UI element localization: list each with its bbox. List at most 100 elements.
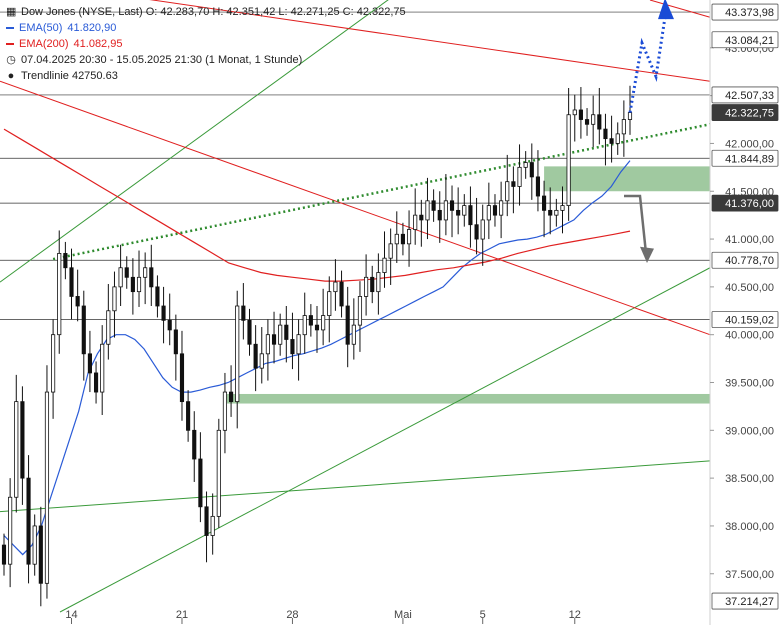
- legend-instrument-text: Dow Jones (NYSE, Last) O: 42.283,70 H: 4…: [21, 6, 406, 18]
- candle: [627, 85, 633, 135]
- candle-body-down: [345, 305, 350, 345]
- x-tick-label: 14: [65, 609, 77, 621]
- candle-body-down: [124, 267, 129, 278]
- price-label-text: 43.084,21: [725, 35, 774, 47]
- horizontal-levels: [0, 11, 710, 320]
- bullet-icon: ●: [7, 70, 15, 82]
- candle: [474, 197, 479, 255]
- candle-body-up: [327, 291, 332, 316]
- candle: [554, 198, 559, 227]
- candle-body-down: [81, 305, 86, 355]
- candle: [198, 432, 203, 523]
- price-label: 41.376,00: [711, 194, 779, 212]
- candle-body-down: [198, 458, 203, 508]
- candle-body-down: [155, 286, 160, 307]
- candle: [351, 298, 356, 360]
- legend-trendline[interactable]: ● Trendlinie 42750.63: [6, 68, 406, 84]
- candle-body-down: [161, 305, 166, 321]
- candle: [161, 286, 166, 344]
- candle: [112, 271, 117, 338]
- candle-body-up: [554, 209, 559, 216]
- candle-body-down: [192, 429, 197, 460]
- candle: [186, 390, 191, 442]
- candle: [406, 210, 412, 267]
- candle: [560, 186, 565, 234]
- candle: [155, 275, 160, 318]
- y-tick-label: 39.000,00: [725, 425, 774, 437]
- candle: [499, 181, 504, 239]
- candle: [87, 330, 92, 393]
- candle-body-down: [492, 205, 498, 216]
- candle: [431, 189, 436, 222]
- red-upper-line: [149, 0, 711, 82]
- candle: [370, 265, 375, 304]
- candle: [314, 306, 320, 353]
- candle: [51, 319, 56, 419]
- candle-body-down: [26, 477, 31, 565]
- candle: [376, 253, 381, 315]
- support-zone: [544, 166, 710, 192]
- candle: [333, 259, 338, 311]
- candle-body-down: [247, 319, 252, 345]
- price-label: 43.373,98: [711, 3, 779, 21]
- red-short-line: [649, 0, 711, 18]
- candle-body-up: [364, 276, 369, 297]
- candle: [419, 199, 424, 247]
- candle: [591, 95, 596, 148]
- price-label-text: 37.214,27: [725, 596, 774, 608]
- candle-body-down: [179, 353, 185, 403]
- candle: [456, 187, 461, 235]
- candle-body-up: [32, 525, 37, 565]
- candle: [100, 325, 105, 416]
- price-label-box: [711, 86, 779, 104]
- candle-body-down: [468, 205, 473, 226]
- candle-body-down: [308, 315, 313, 326]
- candle-body-down: [149, 267, 154, 288]
- candle: [468, 186, 473, 248]
- candle: [302, 292, 307, 354]
- candle-body-up: [499, 200, 504, 216]
- candle-body-down: [437, 209, 442, 221]
- candle: [437, 191, 442, 243]
- candle-body-up: [406, 229, 412, 245]
- candle-body-up: [517, 166, 522, 187]
- candle: [548, 187, 553, 235]
- candle: [192, 411, 197, 482]
- candle: [136, 250, 142, 307]
- candle: [339, 270, 344, 318]
- candle: [259, 327, 264, 384]
- candle: [615, 122, 620, 155]
- candle-body-down: [400, 233, 405, 245]
- trendlines: [0, 0, 711, 613]
- candle: [173, 314, 178, 381]
- candle: [364, 254, 369, 316]
- legend-ema200[interactable]: EMA(200) 41.082,95: [6, 36, 406, 52]
- projection-arrows: [624, 0, 674, 263]
- candle-body-up: [302, 315, 307, 336]
- candle-body-up: [136, 276, 142, 293]
- candle: [578, 87, 583, 139]
- candle-body-up: [480, 219, 485, 240]
- x-axis: 14 21 28 Mai 5 12: [65, 609, 581, 624]
- candle-body-up: [621, 119, 626, 135]
- candle-body-down: [130, 276, 135, 293]
- y-tick-label: 39.500,00: [725, 378, 774, 390]
- upper-channel-line: [0, 0, 389, 283]
- candle-body-up: [560, 205, 565, 211]
- candle-body-down: [609, 138, 614, 144]
- candle-body-up: [235, 305, 240, 403]
- candle-body-up: [265, 334, 270, 355]
- candle-body-down: [456, 209, 461, 216]
- candle-body-down: [75, 296, 80, 307]
- candle: [57, 230, 62, 354]
- legend-ema50[interactable]: EMA(50) 41.820,90: [6, 20, 406, 36]
- candle-body-up: [259, 353, 264, 369]
- candle: [480, 204, 485, 266]
- price-label-box: [711, 592, 779, 610]
- candle: [413, 188, 418, 245]
- candle: [572, 94, 577, 142]
- dotted-trendline: [52, 123, 711, 261]
- candle-body-up: [394, 233, 399, 245]
- candle: [167, 293, 172, 346]
